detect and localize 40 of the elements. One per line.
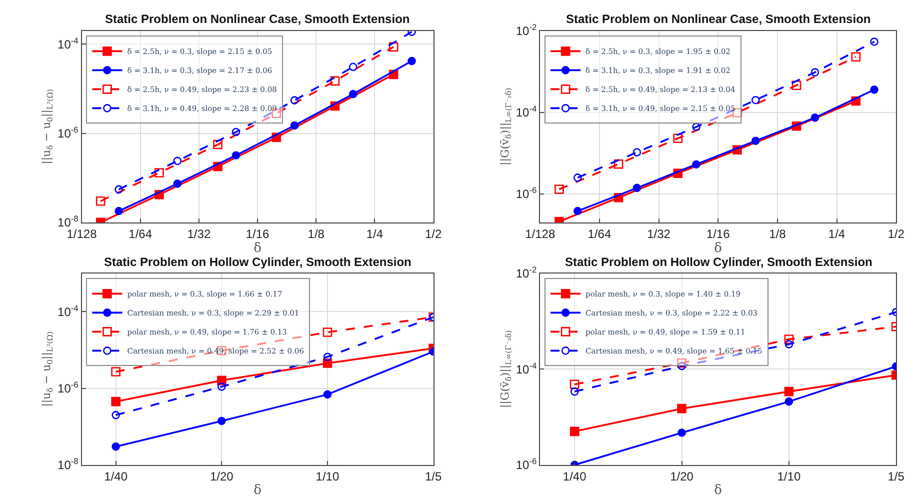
x-tick-label: 1/4 (828, 226, 846, 241)
x-tick-label: 1/5 (424, 469, 442, 484)
x-tick-label: 1/64 (588, 226, 612, 241)
x-tick-label: 1/20 (670, 469, 694, 484)
x-axis-title: δ (714, 482, 722, 498)
x-tick-label: 1/40 (104, 469, 128, 484)
x-tick-label: 1/32 (187, 226, 211, 241)
chart-title: Static Problem on Hollow Cylinder, Smooth Extension (104, 255, 412, 269)
x-tick-label: 1/5 (888, 469, 905, 484)
y-tick-label: 10$^{-4}$ (516, 360, 538, 376)
chart-title: Static Problem on Nonlinear Case, Smooth Extension (105, 12, 410, 26)
x-tick-label: 1/2 (888, 226, 905, 241)
x-tick-label: 1/40 (562, 469, 587, 484)
y-tick-label: 10$^{-6}$ (58, 379, 79, 396)
x-tick-label: 1/16 (706, 226, 730, 241)
y-tick-label: 10$^{-4}$ (58, 302, 79, 319)
x-tick-label: 1/8 (769, 226, 786, 241)
x-tick-label: 1/4 (366, 226, 384, 241)
chart-title: Static Problem on Hollow Cylinder, Smooth Extension (565, 255, 872, 269)
x-axis-title: δ (714, 240, 722, 256)
x-tick-label: 1/10 (777, 469, 801, 484)
x-tick-label: 1/8 (308, 226, 325, 241)
x-tick-label: 1/20 (210, 469, 234, 484)
x-axis-title: δ (254, 240, 262, 256)
chart-title: Static Problem on Nonlinear Case, Smooth Extension (566, 12, 871, 26)
y-tick-label: 10$^{-4}$ (58, 35, 79, 52)
y-tick-label: 10$^{-8}$ (58, 456, 79, 472)
y-tick-label: 10$^{-6}$ (516, 185, 538, 202)
x-tick-label: 1/128 (525, 226, 556, 241)
x-tick-label: 1/10 (316, 469, 340, 484)
x-tick-label: 1/32 (647, 226, 671, 241)
y-tick-label: 10$^{-6}$ (516, 456, 538, 472)
x-tick-label: 1/2 (424, 226, 442, 241)
y-tick-label: 10$^{-2}$ (516, 264, 538, 281)
x-tick-label: 1/16 (246, 226, 270, 241)
x-tick-label: 1/64 (128, 226, 152, 241)
y-tick-label: 10$^{-4}$ (516, 104, 538, 120)
x-axis-title: δ (254, 482, 262, 498)
y-tick-label: 10$^{-2}$ (516, 22, 538, 38)
y-tick-label: 10$^{-6}$ (58, 124, 79, 141)
